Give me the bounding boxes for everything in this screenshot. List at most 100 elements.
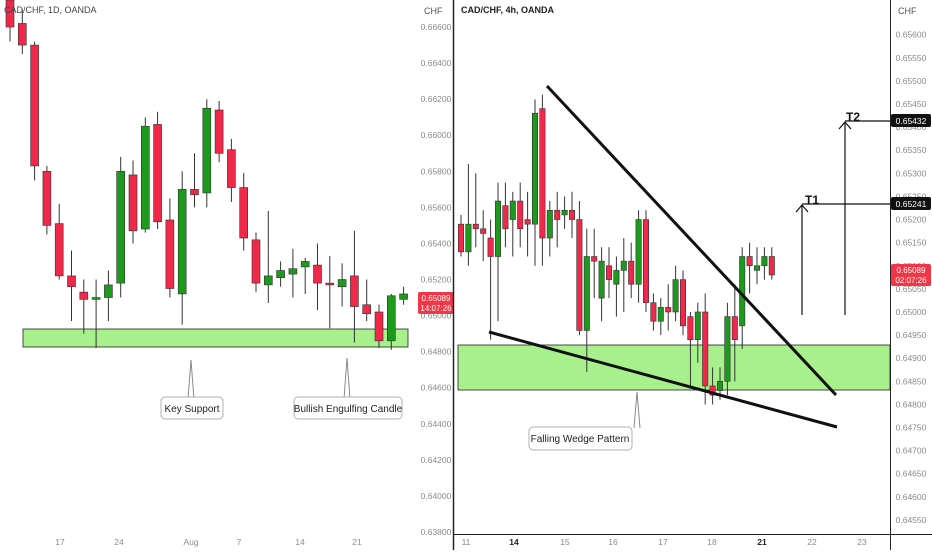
left-price-tick: 0.63800 bbox=[421, 527, 452, 537]
t2-price-value: 0.65432 bbox=[896, 116, 927, 126]
left-price-tick: 0.65600 bbox=[421, 202, 452, 212]
right-time-tick: 21 bbox=[757, 537, 767, 547]
right-price-tick: 0.65200 bbox=[896, 215, 927, 225]
right-price-tick: 0.64850 bbox=[896, 376, 927, 386]
candle-body bbox=[732, 317, 737, 340]
left-price-tick: 0.64800 bbox=[421, 347, 452, 357]
candle-body bbox=[510, 201, 515, 219]
candle-body bbox=[458, 224, 463, 252]
candle-body bbox=[629, 261, 634, 284]
right-price-tick: 0.65000 bbox=[896, 307, 927, 317]
right-time-tick: 16 bbox=[608, 537, 618, 547]
right-price-tick: 0.64650 bbox=[896, 469, 927, 479]
bearish-candle bbox=[577, 201, 582, 335]
candle-body bbox=[252, 240, 260, 283]
t1-label: T1 bbox=[805, 193, 819, 207]
candle-body bbox=[55, 224, 63, 276]
candle-body bbox=[725, 317, 730, 382]
candle-body bbox=[363, 305, 371, 314]
candle-body bbox=[584, 257, 589, 331]
candle-body bbox=[375, 312, 383, 341]
left-price-tick: 0.66000 bbox=[421, 130, 452, 140]
left-support-zone bbox=[23, 329, 408, 347]
candle-body bbox=[614, 270, 619, 284]
right-price-tick: 0.64750 bbox=[896, 423, 927, 433]
candle-body bbox=[547, 210, 552, 238]
candle-body bbox=[326, 283, 334, 285]
candle-body bbox=[338, 280, 346, 287]
candle-body bbox=[301, 261, 309, 266]
left-price-tick: 0.65400 bbox=[421, 238, 452, 248]
right-symbol-title: CAD/CHF, 4h, OANDA bbox=[461, 5, 555, 15]
t2-label: T2 bbox=[846, 110, 860, 124]
candle-body bbox=[68, 276, 76, 287]
left-time-tick: 24 bbox=[114, 537, 124, 547]
candle-body bbox=[769, 257, 774, 275]
right-price-tick: 0.64900 bbox=[896, 353, 927, 363]
candle-body bbox=[717, 381, 722, 390]
candle-body bbox=[666, 307, 671, 312]
candle-body bbox=[643, 220, 648, 303]
candle-body bbox=[569, 210, 574, 219]
bearish-candle bbox=[215, 101, 223, 162]
candle-body bbox=[18, 23, 26, 45]
left-price-tick: 0.66600 bbox=[421, 22, 452, 32]
bearish-candle bbox=[680, 270, 685, 335]
right-price-value: 0.65089 bbox=[897, 266, 926, 275]
candle-body bbox=[532, 113, 537, 224]
candle-body bbox=[240, 188, 248, 238]
right-price-tick: 0.64800 bbox=[896, 399, 927, 409]
right-countdown: 02:07:26 bbox=[895, 276, 927, 285]
candle-body bbox=[503, 206, 508, 229]
right-time-tick: 23 bbox=[857, 537, 867, 547]
t1-price-value: 0.65241 bbox=[896, 199, 927, 209]
left-price-tick: 0.64400 bbox=[421, 419, 452, 429]
bearish-candle bbox=[252, 233, 260, 293]
candle-body bbox=[555, 210, 560, 219]
candle-body bbox=[592, 257, 597, 262]
right-price-tick: 0.64700 bbox=[896, 446, 927, 456]
candle-body bbox=[129, 175, 137, 231]
candle-body bbox=[178, 189, 186, 294]
candle-body bbox=[117, 171, 125, 283]
left-price-tick: 0.64000 bbox=[421, 491, 452, 501]
candle-body bbox=[92, 298, 100, 300]
candle-body bbox=[762, 257, 767, 266]
candle-body bbox=[203, 108, 211, 193]
right-price-tick: 0.65300 bbox=[896, 168, 927, 178]
left-symbol-title: CAD/CHF, 1D, OANDA bbox=[4, 5, 97, 15]
left-time-tick: Aug bbox=[183, 537, 198, 547]
bullish-candle bbox=[203, 99, 211, 207]
candle-body bbox=[400, 294, 408, 299]
candle-body bbox=[540, 109, 545, 238]
right-time-tick: 14 bbox=[509, 537, 519, 547]
right-price-tick: 0.65350 bbox=[896, 145, 927, 155]
candle-body bbox=[754, 266, 759, 271]
bearish-candle bbox=[43, 166, 51, 235]
candle-body bbox=[606, 266, 611, 280]
candle-body bbox=[314, 265, 322, 283]
bullish-candle-label: Bullish Engulfing Candle bbox=[294, 404, 403, 415]
right-price-tick: 0.65450 bbox=[896, 99, 927, 109]
candle-body bbox=[599, 261, 604, 298]
candle-body bbox=[104, 285, 112, 298]
left-price-tick: 0.66400 bbox=[421, 58, 452, 68]
right-price-tick: 0.65150 bbox=[896, 238, 927, 248]
right-time-tick: 22 bbox=[807, 537, 817, 547]
right-time-tick: 18 bbox=[707, 537, 717, 547]
left-time-tick: 17 bbox=[55, 537, 65, 547]
candle-body bbox=[703, 312, 708, 386]
right-price-tick: 0.65600 bbox=[896, 30, 927, 40]
candle-body bbox=[43, 171, 51, 225]
left-price-tick: 0.64200 bbox=[421, 455, 452, 465]
candle-body bbox=[277, 270, 285, 277]
candle-body bbox=[31, 45, 39, 166]
candle-body bbox=[154, 124, 162, 221]
bearish-candle bbox=[643, 210, 648, 312]
left-price-tick: 0.65200 bbox=[421, 275, 452, 285]
bearish-candle bbox=[154, 112, 162, 229]
candle-body bbox=[264, 276, 272, 285]
candle-body bbox=[651, 303, 656, 321]
